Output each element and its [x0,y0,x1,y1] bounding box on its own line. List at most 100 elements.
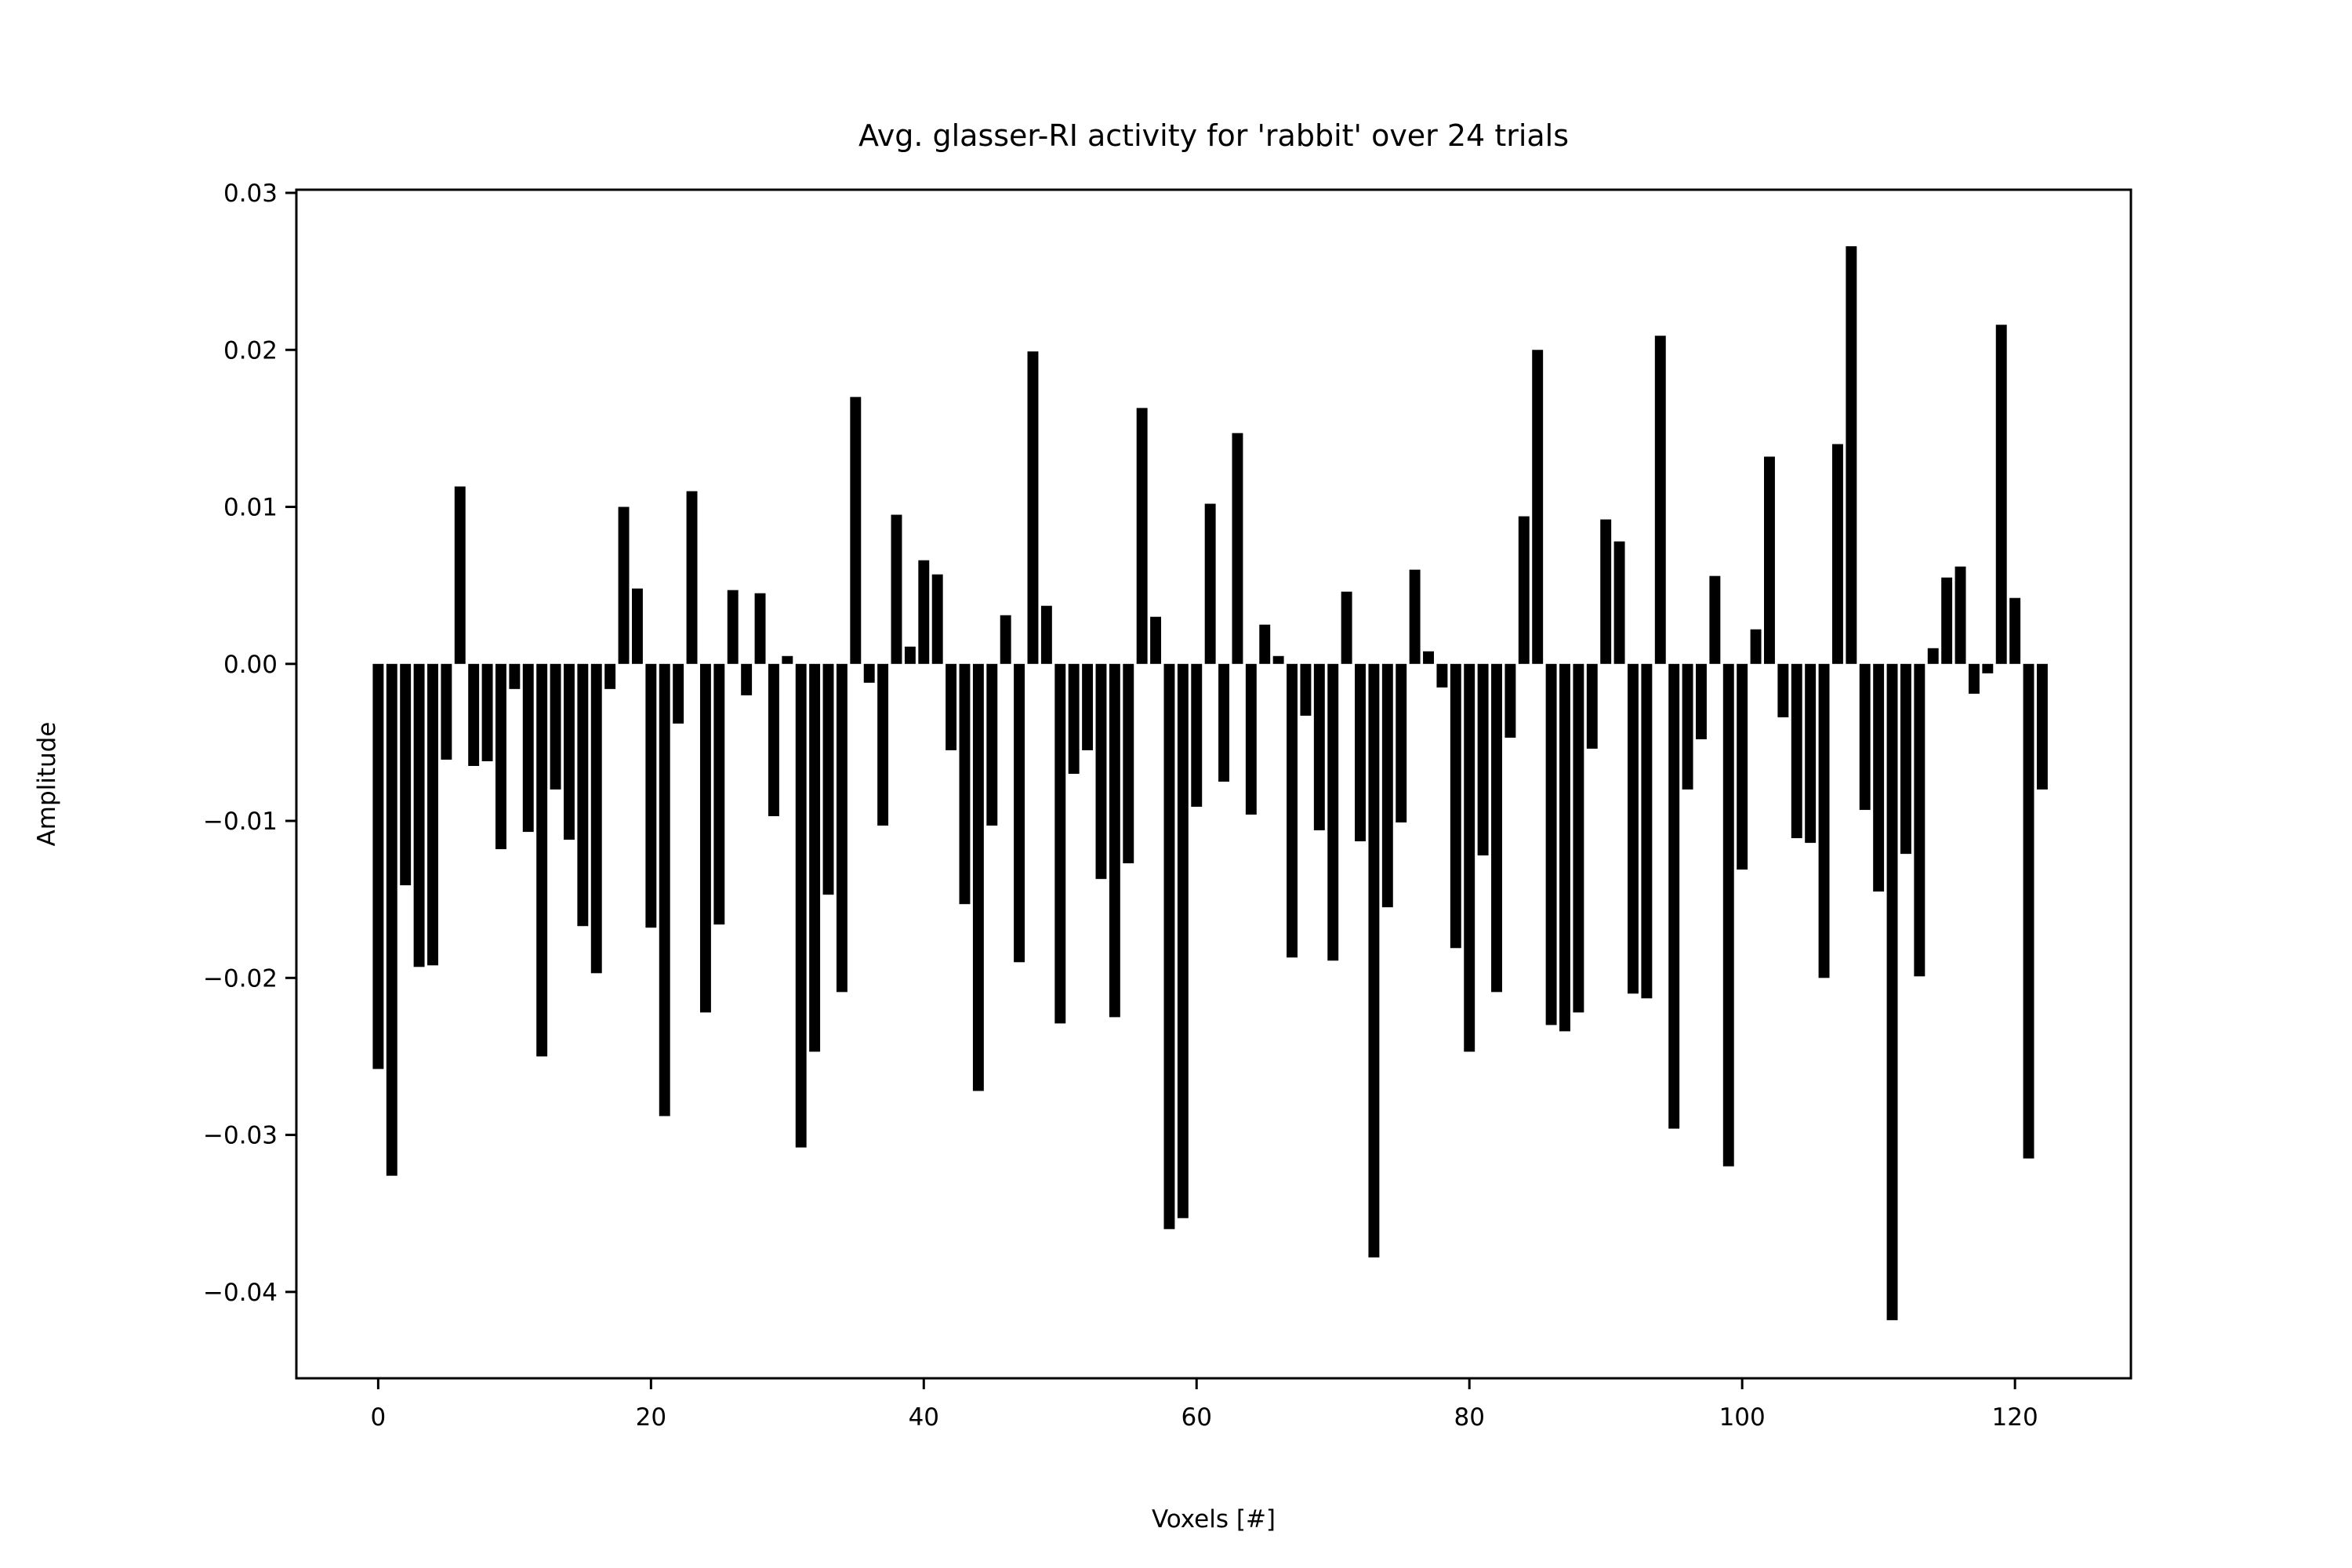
bar-38 [891,514,902,664]
bar-109 [1859,663,1871,811]
bar-73 [1368,663,1380,1258]
bar-0 [372,663,384,1069]
bar-12 [536,663,548,1057]
bar-30 [782,655,793,664]
bar-78 [1436,663,1448,688]
bar-49 [1040,605,1052,664]
bar-19 [631,588,643,664]
bar-115 [1941,577,1953,664]
plot-frame [295,188,2132,1380]
bar-13 [550,663,561,790]
bar-6 [454,486,466,664]
bar-33 [822,663,834,895]
bar-111 [1886,663,1898,1320]
bar-18 [618,506,630,664]
bar-64 [1245,663,1257,815]
bar-93 [1641,663,1653,999]
bar-41 [931,574,943,664]
y-tick-label: −0.02 [203,964,278,993]
bar-47 [1014,663,1025,963]
bar-100 [1737,663,1748,870]
bar-105 [1805,663,1817,844]
bar-27 [741,663,753,695]
bar-35 [850,397,862,664]
x-tick-label: 0 [371,1403,387,1432]
bar-32 [809,663,821,1052]
bar-42 [946,663,957,750]
bar-99 [1722,663,1734,1167]
x-axis-label: Voxels [#] [1152,1505,1276,1534]
y-tick-label: 0.01 [223,494,278,522]
bar-34 [836,663,848,993]
bar-79 [1450,663,1461,949]
bar-3 [413,663,425,967]
bar-113 [1914,663,1926,977]
bar-74 [1381,663,1393,908]
bar-31 [795,663,807,1148]
bar-57 [1150,616,1162,664]
bar-15 [577,663,589,927]
bar-83 [1504,663,1516,738]
x-tick-label: 120 [1992,1403,2038,1432]
bars-layer [372,246,2048,1320]
bar-37 [877,663,889,826]
bar-101 [1750,629,1762,664]
bar-68 [1300,663,1312,716]
bar-92 [1628,663,1639,994]
bar-120 [2009,597,2021,664]
x-tick-label: 60 [1181,1403,1212,1432]
bar-82 [1491,663,1502,993]
y-tick-label: −0.01 [203,808,278,836]
bar-106 [1818,663,1830,978]
bar-1 [386,663,397,1176]
bar-40 [918,560,930,664]
bar-88 [1573,663,1584,1013]
bar-102 [1764,456,1775,664]
bar-91 [1613,541,1625,664]
y-tick-label: −0.03 [203,1122,278,1150]
bar-22 [673,663,684,724]
bar-103 [1777,663,1789,717]
bar-29 [768,663,779,817]
bar-117 [1968,663,1980,694]
bar-69 [1313,663,1325,831]
y-tick-label: 0.00 [223,651,278,679]
bar-114 [1927,648,1939,664]
bar-119 [1995,325,2007,664]
bar-14 [564,663,575,840]
bar-7 [468,663,480,766]
bar-60 [1191,663,1203,808]
ticks-layer: 0 20 40 60 80 100 120 0.03 0.02 0.01 0.00 −0.01 −0.0… [203,180,2038,1432]
bar-65 [1259,624,1271,664]
bar-87 [1559,663,1570,1032]
bar-8 [481,663,493,761]
bar-46 [1000,615,1011,664]
bar-16 [590,663,602,974]
bar-59 [1177,663,1189,1218]
x-tick-label: 100 [1719,1403,1766,1432]
bar-66 [1272,655,1284,664]
bar-4 [427,663,438,966]
bar-39 [904,646,916,664]
bar-53 [1095,663,1107,880]
bar-63 [1232,433,1243,664]
bar-21 [659,663,670,1116]
bar-77 [1423,651,1434,664]
bar-24 [699,663,711,1013]
bar-62 [1218,663,1230,782]
bar-50 [1054,663,1066,1024]
bar-80 [1464,663,1475,1052]
x-tick-label: 20 [636,1403,666,1432]
bar-55 [1123,663,1134,864]
bar-76 [1409,569,1421,664]
bar-94 [1654,336,1666,664]
bar-122 [2036,663,2048,790]
bar-23 [686,491,698,664]
x-tick-label: 80 [1454,1403,1484,1432]
bar-121 [2023,663,2034,1159]
bar-112 [1900,663,1911,855]
bar-108 [1846,246,1857,664]
bar-97 [1696,663,1707,739]
